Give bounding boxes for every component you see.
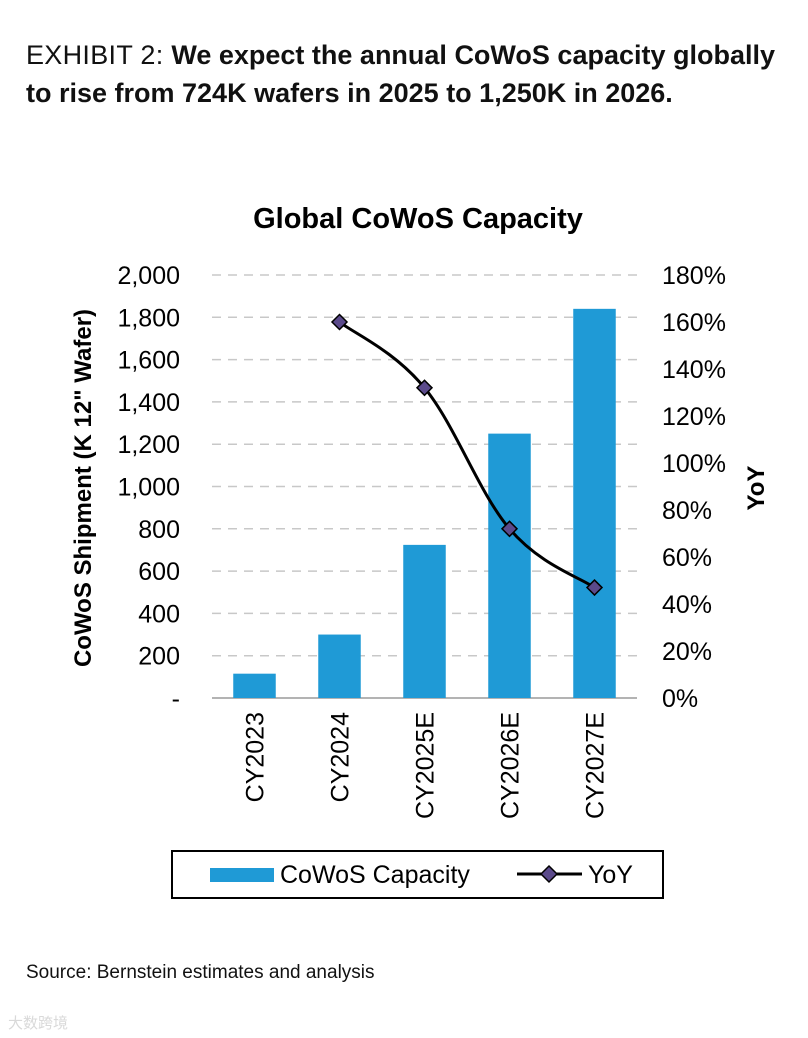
y2-axis-label: YoY <box>743 466 770 511</box>
y2-tick-label: 160% <box>662 309 726 337</box>
source-note: Source: Bernstein estimates and analysis <box>26 962 375 983</box>
y-tick-label: 400 <box>138 600 180 628</box>
y-tick-label: 600 <box>138 558 180 586</box>
legend-bar-label: CoWoS Capacity <box>280 861 470 889</box>
legend-line-label: YoY <box>588 861 633 889</box>
y2-tick-label: 140% <box>662 356 726 384</box>
bar <box>488 433 531 698</box>
bar <box>233 673 276 698</box>
x-tick-label: CY2024 <box>327 712 355 802</box>
x-axis-ticks: CY2023 CY2024 CY2025E CY2026E CY2027E <box>242 712 610 819</box>
y-tick-label: 1,400 <box>117 389 180 417</box>
y-tick-label: 800 <box>138 516 180 544</box>
yoy-marker <box>415 379 434 397</box>
right-axis-ticks: 0% 20% 40% 60% 80% 100% 120% 140% 160% 180% <box>662 262 726 713</box>
exhibit-headline: We expect the annual CoWoS capacity glob… <box>26 40 776 108</box>
left-axis-ticks: - 200 400 600 800 1,000 1,200 1,400 1,600 1,800 2,… <box>117 262 180 713</box>
y2-tick-label: 20% <box>662 638 712 666</box>
y2-tick-label: 60% <box>662 544 712 572</box>
y2-tick-label: 120% <box>662 403 726 431</box>
y-tick-label: 200 <box>138 643 180 671</box>
y-tick-label: 2,000 <box>117 262 180 290</box>
exhibit-label: EXHIBIT 2: <box>26 40 172 70</box>
y-tick-label: - <box>172 685 180 713</box>
yoy-series <box>330 313 604 597</box>
y-tick-label: 1,000 <box>117 474 180 502</box>
x-tick-label: CY2026E <box>497 712 525 819</box>
exhibit-heading: EXHIBIT 2: We expect the annual CoWoS ca… <box>26 36 786 112</box>
y2-tick-label: 100% <box>662 450 726 478</box>
x-tick-label: CY2027E <box>582 712 610 819</box>
chart-title: Global CoWoS Capacity <box>253 203 583 235</box>
bar <box>403 544 446 698</box>
bar <box>573 308 616 698</box>
yoy-marker <box>330 313 349 331</box>
yoy-marker <box>500 520 519 538</box>
watermark: 大数跨境 <box>8 1015 69 1032</box>
gridlines <box>212 274 637 699</box>
legend: CoWoS Capacity YoY <box>171 850 664 899</box>
y2-tick-label: 180% <box>662 262 726 290</box>
y2-tick-label: 0% <box>662 685 698 713</box>
yoy-marker <box>585 578 604 597</box>
x-tick-label: CY2025E <box>412 712 440 819</box>
y-tick-label: 1,200 <box>117 431 180 459</box>
y-tick-label: 1,600 <box>117 347 180 375</box>
y-axis-label: CoWoS Shipment (K 12" Wafer) <box>70 309 97 667</box>
bar <box>318 634 361 698</box>
y2-tick-label: 80% <box>662 497 712 525</box>
bar-series <box>233 308 616 698</box>
legend-bar-swatch <box>210 868 274 882</box>
x-tick-label: CY2023 <box>242 712 270 802</box>
yoy-line <box>338 320 596 589</box>
y-tick-label: 1,800 <box>117 304 180 332</box>
y2-tick-label: 40% <box>662 591 712 619</box>
legend-line-marker <box>539 864 559 884</box>
